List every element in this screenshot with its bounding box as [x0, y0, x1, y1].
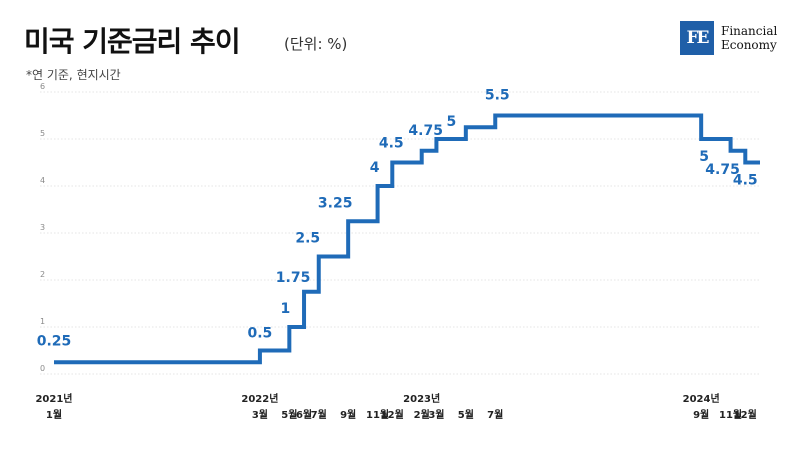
data-label: 1.75 — [276, 270, 311, 286]
data-label: 1 — [280, 301, 290, 317]
data-label: 4 — [370, 160, 380, 176]
x-tick-month: 9월 — [693, 409, 709, 421]
data-label: 3.25 — [318, 195, 353, 211]
y-tick-label: 6 — [40, 82, 45, 91]
x-tick-year: 2022년 — [241, 392, 278, 405]
data-label: 5 — [447, 114, 457, 130]
x-tick-month: 12월 — [734, 409, 757, 421]
y-tick-label: 0 — [40, 364, 45, 373]
x-tick-month: 7월 — [311, 409, 327, 421]
series-layer — [54, 113, 760, 365]
data-label: 5 — [699, 149, 709, 165]
grid-layer: 0 1 2 3 4 5 6 — [40, 82, 760, 375]
x-tick-month: 12월 — [381, 409, 404, 421]
y-tick-label: 3 — [40, 223, 45, 232]
x-tick-month: 6월 — [296, 409, 312, 421]
x-tick-month: 9월 — [340, 409, 356, 421]
footnote: *연 기준, 현지시간 — [26, 68, 121, 82]
x-tick-month: 11월 — [719, 409, 742, 421]
data-label: 4.5 — [379, 136, 404, 152]
data-label: 4.75 — [705, 162, 740, 178]
x-tick-month: 3월 — [428, 409, 444, 421]
brand-logo: FE Financial Economy — [680, 21, 777, 55]
x-tick-month: 2월 — [414, 409, 430, 421]
x-tick-month: 5월 — [281, 409, 297, 421]
data-label: 0.25 — [37, 333, 72, 349]
logo-mark: FE — [680, 21, 714, 55]
x-tick-month: 1월 — [46, 409, 62, 421]
x-tick-month: 3월 — [252, 409, 268, 421]
y-tick-label: 5 — [40, 129, 45, 138]
y-tick-label: 4 — [40, 176, 45, 185]
logo-text: Financial Economy — [721, 24, 777, 52]
chart-title: 미국 기준금리 추이 — [24, 25, 241, 58]
logo-line-2: Economy — [721, 38, 777, 52]
rate-series-line — [54, 113, 760, 365]
x-tick-month: 5월 — [458, 409, 474, 421]
unit-label: (단위: %) — [284, 35, 348, 53]
x-tick-month: 7월 — [487, 409, 503, 421]
logo-line-1: Financial — [721, 24, 778, 38]
data-label: 5.5 — [485, 88, 510, 104]
x-tick-year: 2023년 — [403, 392, 440, 405]
data-label: 2.5 — [295, 231, 320, 247]
data-label: 4.75 — [408, 123, 443, 139]
y-tick-label: 1 — [40, 317, 45, 326]
x-tick-month: 11월 — [366, 409, 389, 421]
x-tick-year: 2024년 — [683, 392, 720, 405]
x-tick-year: 2021년 — [35, 392, 72, 405]
data-label: 0.5 — [248, 326, 273, 342]
data-label: 4.5 — [733, 173, 758, 189]
y-tick-label: 2 — [40, 270, 45, 279]
